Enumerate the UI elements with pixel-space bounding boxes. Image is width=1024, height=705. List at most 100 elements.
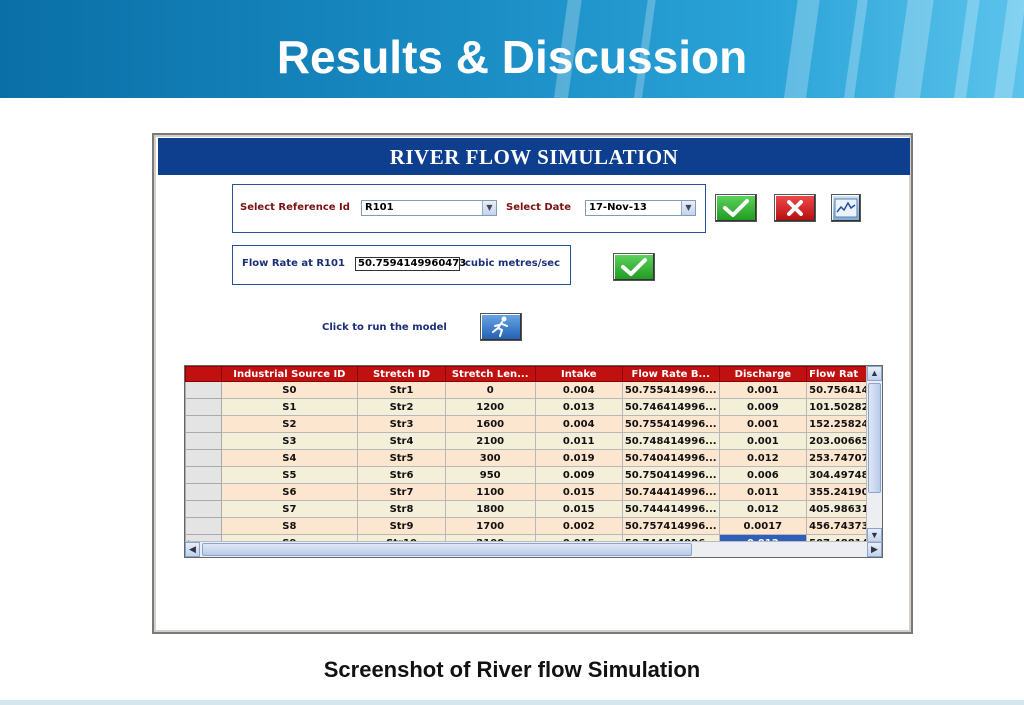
table-cell[interactable]: 101.50282	[806, 398, 882, 416]
row-selector[interactable]	[185, 432, 222, 450]
table-cell[interactable]: 1100	[444, 483, 536, 501]
column-header[interactable]: Stretch ID	[357, 366, 446, 382]
row-selector[interactable]	[185, 398, 222, 416]
table-cell[interactable]: 50.740414996...	[621, 449, 720, 467]
table-cell[interactable]: 1700	[444, 517, 536, 535]
scroll-left-icon[interactable]: ◀	[185, 542, 200, 557]
table-cell[interactable]: 50.748414996...	[621, 432, 720, 450]
table-cell[interactable]: 1600	[444, 415, 536, 433]
table-cell[interactable]: Str4	[357, 432, 446, 450]
table-row[interactable]: S4 Str5 300 0.019 50.740414996... 0.012 253.74…	[185, 449, 882, 467]
table-cell[interactable]: Str1	[357, 381, 446, 399]
table-cell[interactable]: 50.744414996...	[621, 500, 720, 518]
table-cell[interactable]: Str2	[357, 398, 446, 416]
table-cell[interactable]: 152.25824	[806, 415, 882, 433]
table-row[interactable]: S0 Str1 0 0.004 50.755414996... 0.001 50.75641…	[185, 381, 882, 399]
table-cell[interactable]: 0.012	[718, 449, 808, 467]
table-cell[interactable]: 0.013	[534, 398, 623, 416]
table-cell[interactable]: 0	[444, 381, 536, 399]
table-row[interactable]: S7 Str8 1800 0.015 50.744414996... 0.012 405.9…	[185, 500, 882, 518]
table-cell[interactable]: 300	[444, 449, 536, 467]
table-row[interactable]: S2 Str3 1600 0.004 50.755414996... 0.001 152.2…	[185, 415, 882, 433]
table-cell[interactable]: 50.744414996...	[621, 483, 720, 501]
chevron-down-icon[interactable]: ▼	[482, 201, 496, 215]
reference-id-select[interactable]: R101 ▼	[361, 200, 497, 216]
table-cell[interactable]: S5	[220, 466, 359, 484]
scroll-down-icon[interactable]: ▼	[867, 528, 882, 543]
table-cell[interactable]: S1	[220, 398, 359, 416]
table-cell[interactable]: Str9	[357, 517, 446, 535]
confirm-flow-button[interactable]	[613, 253, 655, 281]
table-row[interactable]: S1 Str2 1200 0.013 50.746414996... 0.009 101.5…	[185, 398, 882, 416]
table-cell[interactable]: 0.011	[718, 483, 808, 501]
row-selector[interactable]	[185, 483, 222, 501]
column-header[interactable]: Flow Rate B...	[621, 366, 720, 382]
row-selector[interactable]	[185, 500, 222, 518]
table-cell[interactable]: S6	[220, 483, 359, 501]
column-header[interactable]: Industrial Source ID	[220, 366, 359, 382]
column-header[interactable]: Intake	[534, 366, 623, 382]
table-row[interactable]: S3 Str4 2100 0.011 50.748414996... 0.001 203.0…	[185, 432, 882, 450]
table-cell[interactable]: S7	[220, 500, 359, 518]
table-cell[interactable]: S4	[220, 449, 359, 467]
table-cell[interactable]: 0.011	[534, 432, 623, 450]
table-cell[interactable]: 0.009	[718, 398, 808, 416]
row-selector[interactable]	[185, 415, 222, 433]
table-cell[interactable]: 50.755414996...	[621, 381, 720, 399]
column-header[interactable]: Stretch Len...	[444, 366, 536, 382]
flow-rate-field[interactable]: 50.7594149960473	[355, 257, 466, 271]
table-cell[interactable]: 405.98631	[806, 500, 882, 518]
table-cell[interactable]: Str5	[357, 449, 446, 467]
table-cell[interactable]: 0.001	[718, 432, 808, 450]
table-cell[interactable]: 1200	[444, 398, 536, 416]
table-cell[interactable]: 0.009	[534, 466, 623, 484]
row-selector[interactable]	[185, 466, 222, 484]
table-cell[interactable]: 0.006	[718, 466, 808, 484]
table-cell[interactable]: 0.004	[534, 415, 623, 433]
table-cell[interactable]: 0.012	[718, 500, 808, 518]
column-header[interactable]: Flow Rat	[806, 366, 882, 382]
table-cell[interactable]: 50.756414	[806, 381, 882, 399]
vertical-scroll-thumb[interactable]	[868, 383, 881, 493]
table-cell[interactable]: 50.750414996...	[621, 466, 720, 484]
confirm-selection-button[interactable]	[715, 194, 757, 222]
table-cell[interactable]: 0.004	[534, 381, 623, 399]
table-cell[interactable]: Str7	[357, 483, 446, 501]
horizontal-scrollbar[interactable]: ◀ ▶	[185, 541, 882, 557]
table-cell[interactable]: 50.755414996...	[621, 415, 720, 433]
table-cell[interactable]: 0.001	[718, 415, 808, 433]
table-cell[interactable]: S8	[220, 517, 359, 535]
table-cell[interactable]: S0	[220, 381, 359, 399]
chevron-down-icon[interactable]: ▼	[681, 201, 695, 215]
table-cell[interactable]: Str8	[357, 500, 446, 518]
table-cell[interactable]: S2	[220, 415, 359, 433]
table-cell[interactable]: 50.746414996...	[621, 398, 720, 416]
scroll-right-icon[interactable]: ▶	[867, 542, 882, 557]
run-model-button[interactable]	[480, 313, 522, 341]
table-cell[interactable]: 0.015	[534, 483, 623, 501]
results-grid[interactable]: Industrial Source ID Stretch ID Stretch …	[184, 365, 883, 558]
table-cell[interactable]: 0.019	[534, 449, 623, 467]
table-cell[interactable]: Str6	[357, 466, 446, 484]
table-cell[interactable]: 0.001	[718, 381, 808, 399]
table-cell[interactable]: 456.74373	[806, 517, 882, 535]
row-selector[interactable]	[185, 449, 222, 467]
horizontal-scroll-thumb[interactable]	[202, 543, 692, 556]
table-cell[interactable]: 1800	[444, 500, 536, 518]
table-cell[interactable]: 950	[444, 466, 536, 484]
table-cell[interactable]: 0.0017	[718, 517, 808, 535]
vertical-scrollbar[interactable]: ▲ ▼	[866, 366, 882, 543]
cancel-button[interactable]	[774, 194, 816, 222]
scroll-up-icon[interactable]: ▲	[867, 366, 882, 381]
table-cell[interactable]: S3	[220, 432, 359, 450]
table-row[interactable]: S6 Str7 1100 0.015 50.744414996... 0.011 355.2…	[185, 483, 882, 501]
table-row[interactable]: S8 Str9 1700 0.002 50.757414996... 0.0017 456.…	[185, 517, 882, 535]
column-header[interactable]: Discharge	[718, 366, 808, 382]
table-cell[interactable]: 2100	[444, 432, 536, 450]
table-cell[interactable]: 355.24190	[806, 483, 882, 501]
table-cell[interactable]: Str3	[357, 415, 446, 433]
row-selector[interactable]	[185, 517, 222, 535]
chart-button[interactable]	[831, 194, 861, 222]
row-selector[interactable]	[185, 381, 222, 399]
table-cell[interactable]: 0.015	[534, 500, 623, 518]
